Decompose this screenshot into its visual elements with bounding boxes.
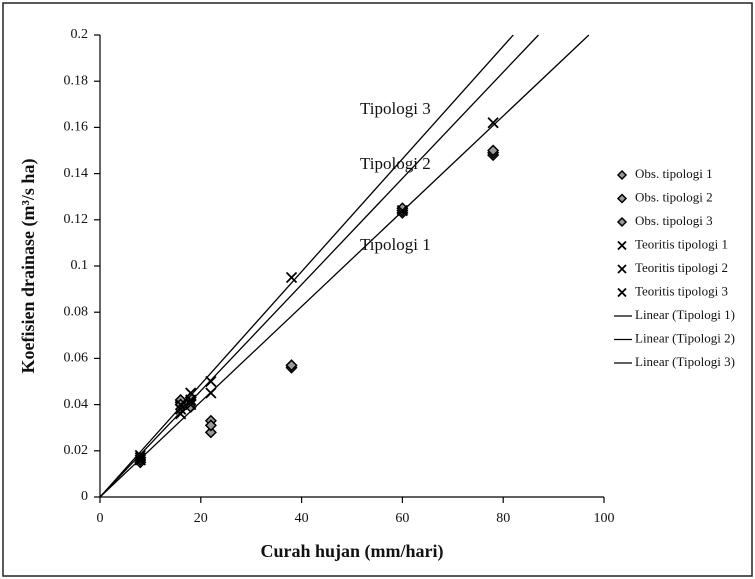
x-tick-label: 20 bbox=[194, 511, 208, 526]
x-marker bbox=[134, 454, 146, 466]
x-axis-label: Curah hujan (mm/hari) bbox=[260, 541, 443, 562]
legend-label: Teoritis tipologi 1 bbox=[635, 236, 728, 251]
trend-line bbox=[99, 34, 590, 498]
legend-label: Obs. tipologi 2 bbox=[635, 189, 713, 204]
y-tick-label: 0 bbox=[81, 489, 88, 504]
y-tick-label: 0.18 bbox=[64, 73, 89, 88]
x-tick-label: 80 bbox=[496, 511, 510, 526]
y-tick-label: 0.08 bbox=[64, 304, 89, 319]
legend-label: Linear (Tipologi 2) bbox=[635, 330, 735, 345]
x-tick-label: 40 bbox=[295, 511, 309, 526]
legend-symbol bbox=[616, 193, 628, 204]
annotation: Tipologi 3 bbox=[360, 99, 431, 118]
legend-label: Linear (Tipologi 1) bbox=[635, 307, 735, 322]
legend-label: Teoritis tipologi 3 bbox=[635, 283, 728, 298]
x-marker bbox=[134, 452, 146, 464]
annotation: Tipologi 2 bbox=[360, 154, 431, 173]
legend-symbol bbox=[617, 240, 627, 251]
annotation: Tipologi 1 bbox=[360, 235, 431, 254]
legend-symbol bbox=[616, 216, 628, 228]
legend-symbol bbox=[616, 169, 628, 181]
legend-symbol bbox=[617, 287, 627, 298]
y-tick-label: 0.14 bbox=[64, 166, 89, 181]
x-marker bbox=[205, 375, 217, 388]
diamond-marker bbox=[204, 426, 217, 439]
legend-label: Obs. tipologi 1 bbox=[635, 166, 713, 181]
y-tick-label: 0.2 bbox=[71, 27, 89, 42]
legend-label: Teoritis tipologi 2 bbox=[635, 260, 728, 275]
x-tick-label: 0 bbox=[97, 511, 104, 526]
y-tick-label: 0.1 bbox=[71, 258, 89, 273]
y-tick-label: 0.16 bbox=[64, 120, 89, 135]
y-tick-label: 0.12 bbox=[64, 212, 89, 227]
trend-line bbox=[99, 34, 539, 498]
diamond-marker bbox=[487, 144, 500, 157]
y-tick-label: 0.06 bbox=[64, 351, 89, 366]
y-tick-label: 0.04 bbox=[64, 397, 89, 412]
y-axis-label: Koefisien drainase (m³/s ha) bbox=[18, 159, 39, 374]
x-marker bbox=[185, 387, 197, 399]
diamond-marker bbox=[204, 419, 217, 432]
legend-label: Obs. tipologi 3 bbox=[635, 213, 713, 228]
trend-line bbox=[99, 34, 514, 498]
y-tick-label: 0.02 bbox=[64, 443, 89, 458]
diamond-marker bbox=[285, 359, 298, 372]
x-tick-label: 100 bbox=[594, 511, 615, 526]
x-marker bbox=[175, 403, 187, 415]
x-tick-label: 60 bbox=[395, 511, 409, 526]
x-marker bbox=[487, 117, 499, 129]
x-marker bbox=[285, 271, 298, 284]
legend-symbol bbox=[617, 264, 627, 274]
legend-label: Linear (Tipologi 3) bbox=[635, 354, 735, 369]
